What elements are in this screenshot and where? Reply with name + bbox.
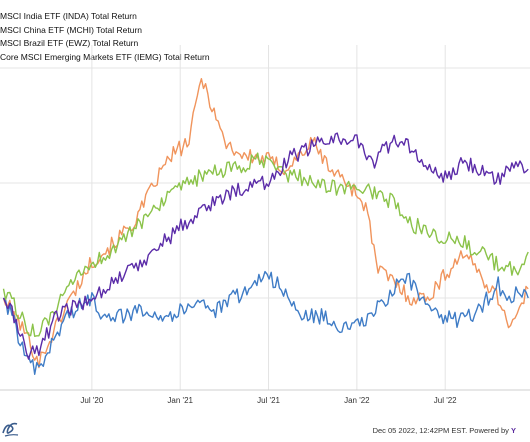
series-line-2	[2, 152, 529, 337]
x-axis-tick-labels: Jul '20 Jan '21 Jul '21 Jan '22 Jul '22	[80, 396, 457, 405]
x-tick-label: Jan '22	[344, 396, 370, 405]
footer-text: Dec 05 2022, 12:42PM EST. Powered by	[372, 426, 511, 435]
chart-footer: Dec 05 2022, 12:42PM EST. Powered by Y	[0, 415, 530, 442]
series-line-1	[3, 270, 529, 375]
chart-legend: MSCI India ETF (INDA) Total Return MSCI …	[0, 10, 210, 64]
x-tick-label: Jan '21	[167, 396, 193, 405]
legend-item-inda[interactable]: MSCI India ETF (INDA) Total Return	[0, 11, 137, 21]
chart-series	[2, 78, 529, 375]
brand-mark[interactable]: Y	[510, 426, 516, 435]
legend-item-mchi[interactable]: MSCI China ETF (MCHI) Total Return	[0, 24, 143, 35]
x-tick-label: Jul '21	[257, 396, 280, 405]
legend-item-iemg[interactable]: Core MSCI Emerging Markets ETF (IEMG) To…	[0, 51, 210, 62]
legend-item-ewz[interactable]: MSCI Brazil ETF (EWZ) Total Return	[0, 38, 139, 49]
footer-attribution: Dec 05 2022, 12:42PM EST. Powered by Y	[373, 426, 516, 435]
line-chart: Jul '20 Jan '21 Jul '21 Jan '22 Jul '22	[0, 45, 530, 405]
ycharts-logo-icon	[2, 422, 19, 437]
chart-grid	[0, 45, 530, 391]
series-line-0	[2, 78, 529, 369]
series-line-3	[2, 132, 529, 360]
x-tick-label: Jul '20	[80, 396, 103, 405]
x-tick-label: Jul '22	[434, 396, 457, 405]
